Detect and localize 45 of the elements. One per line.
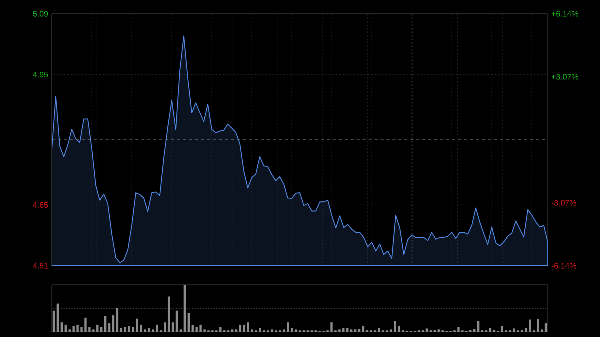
bar — [136, 318, 138, 332]
bar — [290, 328, 294, 332]
bar — [247, 322, 250, 332]
bar — [104, 316, 107, 332]
bar — [76, 324, 79, 332]
bar — [72, 326, 75, 332]
bar — [52, 310, 56, 332]
bar — [346, 328, 349, 332]
bar — [148, 328, 150, 332]
bar — [196, 327, 198, 332]
bar — [259, 328, 262, 332]
bar — [489, 328, 492, 332]
bar — [156, 324, 158, 332]
bar — [192, 324, 194, 332]
bar — [426, 328, 428, 332]
bar — [358, 329, 361, 332]
bar — [128, 326, 130, 332]
bar — [287, 322, 290, 332]
bar — [501, 326, 504, 332]
bar — [474, 329, 476, 332]
bar — [64, 324, 67, 332]
bar — [112, 316, 115, 332]
bar — [176, 310, 178, 332]
bar — [544, 324, 548, 332]
bar — [394, 321, 396, 332]
bar — [458, 327, 460, 332]
bar — [529, 320, 532, 332]
bar — [108, 324, 111, 332]
bar — [536, 319, 540, 332]
bar — [60, 322, 64, 332]
bar — [120, 328, 123, 332]
bar — [342, 328, 345, 332]
bar — [477, 321, 480, 332]
bar — [96, 324, 99, 332]
bar — [172, 322, 174, 332]
bar — [362, 326, 365, 332]
bar — [164, 322, 166, 332]
bar — [200, 324, 202, 332]
bar — [243, 324, 246, 332]
bar — [513, 328, 516, 332]
bar — [84, 318, 87, 332]
bar — [188, 313, 190, 332]
bar — [239, 324, 242, 332]
bar — [378, 328, 380, 332]
bar — [330, 322, 333, 332]
